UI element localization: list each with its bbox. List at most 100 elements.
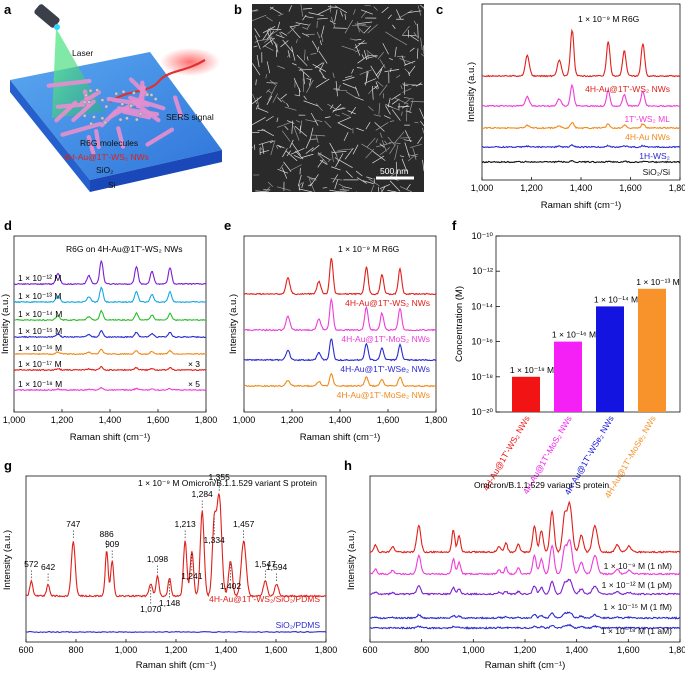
x-tick-label: 1,000 [462,645,485,655]
sem-fiber [351,68,354,74]
x-tick-label: 1,000 [471,183,494,193]
nanowire-rod [145,127,175,147]
sem-fiber [277,65,285,69]
sem-fiber [420,120,425,127]
spectrum-line [14,329,207,339]
sem-fiber [251,146,254,149]
r6g-molecule-dot [103,120,108,125]
r6g-molecule-dot [114,91,119,96]
sem-fiber [258,140,273,145]
x-tick-label: 1,800 [425,415,448,425]
sem-fiber [329,20,336,25]
spectrum-line [25,493,327,598]
sem-fiber [379,143,385,148]
sem-fiber [381,185,386,193]
sem-fiber [259,37,274,41]
sem-fiber [304,16,314,19]
sem-fiber [404,142,410,158]
sem-fiber [341,45,356,51]
series-label-g-1: SiO₂/PDMS [276,620,321,630]
sem-fiber [306,79,314,93]
sem-fiber [290,147,305,155]
sem-fiber [387,190,397,193]
peak-label: 1,148 [159,598,181,608]
sem-fiber [289,139,294,148]
series-label-h-2: 1 × 10⁻¹² M (1 pM) [602,580,673,590]
sem-fiber [300,120,303,131]
sem-fiber [414,121,419,124]
sem-fiber [409,143,422,148]
ylabel-d: Intensity (a.u.) [0,294,11,354]
sem-fiber [321,35,324,42]
sem-fiber [366,137,376,148]
sem-fiber [344,186,352,189]
series-label-g-0: 4H-Au@1T'-WS₂/SiO₂/PDMS [209,594,320,604]
panel-c: c 1 × 10⁻⁹ M R6G 1,000 1,200 1,400 1,600 1,8… [436,2,685,211]
sem-fiber [256,97,260,108]
sem-fiber [338,84,341,89]
bar [512,376,540,412]
sem-fiber [387,136,396,146]
sem-fiber [302,72,305,85]
peak-label: 642 [41,562,55,572]
sem-fiber [257,107,269,113]
sem-fiber [341,186,346,192]
sem-fiber [255,104,259,110]
series-label-h-1: 1 × 10⁻⁹ M (1 nM) [604,561,673,571]
r6g-molecule-dot [135,117,139,122]
sem-fiber [391,93,401,100]
sem-fiber [363,25,372,34]
sem-fiber [262,26,276,34]
multiplier-label-d: × 3 [188,359,200,369]
sem-fiber [340,10,343,17]
sem-fiber [374,85,378,90]
x-tick-label: 800 [68,645,83,655]
sem-fiber [389,180,401,192]
sem-fiber [329,189,341,193]
r6g-molecule-dot [100,98,105,102]
sers-signal-wave [109,59,206,103]
sem-fiber [417,136,423,145]
x-tick-label: 1,400 [570,183,593,193]
peak-label: 1,284 [192,489,214,499]
sem-fiber [262,28,271,41]
sem-fiber [306,56,309,61]
sem-fiber [332,72,335,79]
sem-fiber [315,103,323,112]
sem-fiber [309,127,314,141]
sem-fiber [259,146,263,151]
spectrum-line [243,258,437,296]
sem-fiber [357,21,373,25]
sem-fiber [395,74,401,79]
sem-fiber [291,142,301,156]
sem-fiber [374,122,385,132]
sem-fiber [401,158,408,172]
sem-fiber [356,177,367,184]
x-tick-label: 1,400 [329,415,352,425]
nanowire-label: 4H-Au@1T'-WS₂ NWs [64,152,149,162]
spectrum-line [481,159,681,164]
x-ticks-g: 600 800 1,000 1,200 1,400 1,600 1,800 [18,639,337,655]
sem-fiber [379,132,383,139]
sem-fiber [295,39,298,44]
sem-fiber [345,75,353,79]
sem-fiber [389,57,393,61]
y-ticks-f: 10⁻²⁰ 10⁻¹⁸ 10⁻¹⁶ 10⁻¹⁴ 10⁻¹² 10⁻¹⁰ [471,231,500,417]
sem-fiber [277,168,288,174]
ylabel-f: Concentration (M) [454,286,465,362]
r6g-molecule-dot [153,97,158,101]
sem-fiber [394,131,405,144]
sem-fiber [272,39,276,44]
sem-fiber [337,148,353,151]
sem-fiber [285,150,298,162]
sem-fiber [392,24,396,29]
sem-fiber [317,152,322,156]
sem-fiber [306,23,311,29]
sem-fiber [334,114,341,117]
sem-fiber [407,10,422,13]
sem-fiber [307,176,317,181]
peak-label: 747 [66,519,80,529]
ylabel-h: Intensity (a.u.) [346,530,357,590]
sem-fiber [306,78,311,81]
sem-fiber [376,81,384,87]
